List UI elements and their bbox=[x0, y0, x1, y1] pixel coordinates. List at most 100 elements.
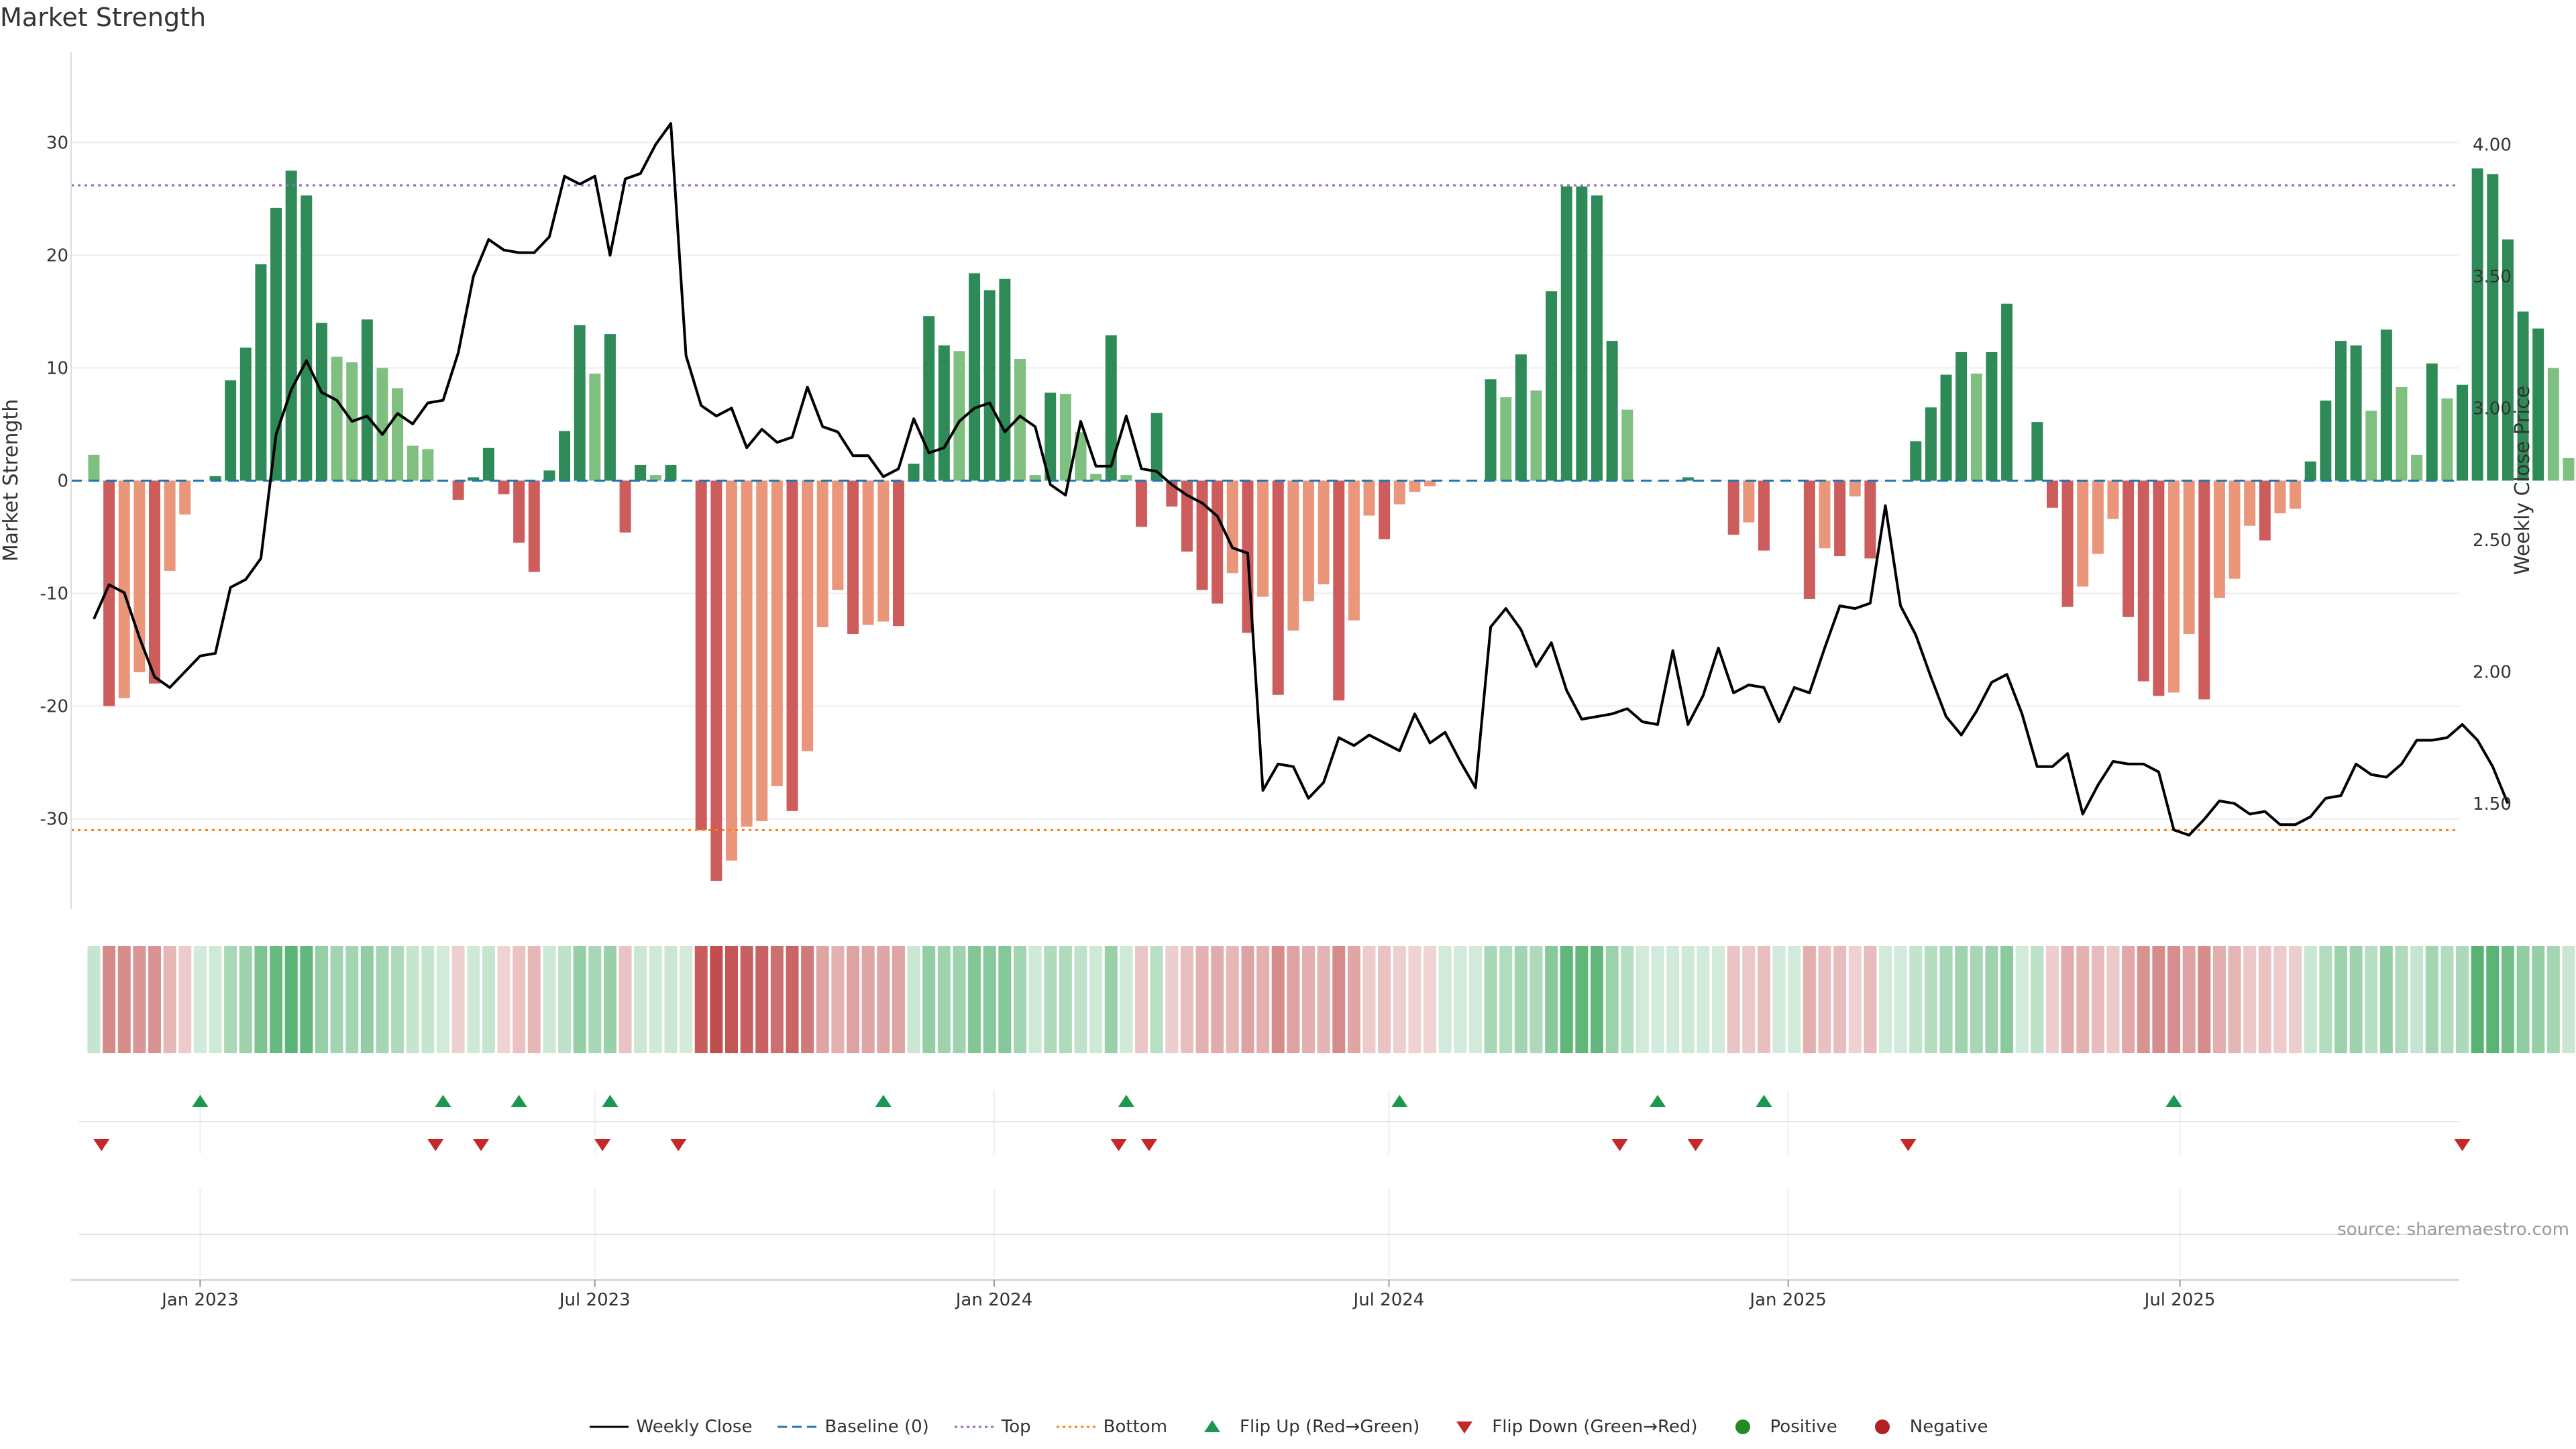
heat-cell bbox=[1985, 946, 1998, 1053]
strength-bar bbox=[1181, 480, 1193, 552]
heat-cell bbox=[770, 946, 784, 1053]
y-tick-label: -30 bbox=[40, 810, 68, 830]
heat-cell bbox=[2167, 946, 2181, 1053]
heat-cell bbox=[1939, 946, 1953, 1053]
heat-cell bbox=[710, 946, 723, 1053]
strength-bar bbox=[2244, 480, 2256, 526]
strength-bar bbox=[665, 464, 677, 481]
strength-bar bbox=[589, 373, 601, 481]
heat-cell bbox=[1697, 946, 1710, 1053]
flip-down-marker bbox=[670, 1139, 687, 1151]
strength-bar bbox=[969, 273, 981, 481]
heat-cell bbox=[406, 946, 419, 1053]
heat-cell bbox=[284, 946, 298, 1053]
strength-bar bbox=[2137, 480, 2149, 682]
heat-cell bbox=[1605, 946, 1619, 1053]
y-tick-label: 20 bbox=[46, 246, 68, 266]
strength-bar bbox=[301, 195, 313, 481]
strength-bar bbox=[983, 290, 996, 481]
y2-tick-label: 2.50 bbox=[2473, 531, 2512, 551]
legend-label: Negative bbox=[1909, 1417, 1988, 1437]
heat-cell bbox=[694, 946, 708, 1053]
heat-cell bbox=[2562, 946, 2575, 1053]
strength-bar bbox=[2290, 480, 2302, 509]
heat-cell bbox=[2106, 946, 2120, 1053]
strength-bar bbox=[1409, 480, 1421, 492]
flip-down-marker bbox=[1900, 1139, 1917, 1151]
heat-cell bbox=[224, 946, 237, 1053]
flip-down-marker bbox=[1611, 1139, 1628, 1151]
strength-bar bbox=[741, 480, 753, 827]
heat-cell bbox=[1970, 946, 1983, 1053]
heat-cell bbox=[1241, 946, 1254, 1053]
legend-swatch bbox=[1456, 1421, 1473, 1434]
heat-cell bbox=[451, 946, 465, 1053]
strength-bar bbox=[498, 480, 510, 494]
strength-bar bbox=[1379, 480, 1391, 539]
legend-swatch bbox=[954, 1426, 994, 1428]
heat-cell bbox=[1059, 946, 1072, 1053]
strength-bar bbox=[1515, 354, 1527, 481]
heat-cell bbox=[360, 946, 374, 1053]
heat-cell bbox=[1347, 946, 1360, 1053]
heat-cell bbox=[1165, 946, 1179, 1053]
heat-cell bbox=[1317, 946, 1330, 1053]
heat-cell bbox=[1788, 946, 1801, 1053]
legend-label: Bottom bbox=[1103, 1417, 1168, 1437]
strength-bar bbox=[2031, 422, 2043, 481]
heat-cell bbox=[1393, 946, 1406, 1053]
strength-bars bbox=[88, 168, 2575, 881]
weekly-close-line bbox=[93, 122, 2510, 837]
strength-bar bbox=[2517, 311, 2529, 481]
x-axis: Jan 2023 Jul 2023 Jan 2024 Jul 2024 Jan 2025… bbox=[71, 1279, 2459, 1310]
strength-bar bbox=[1834, 480, 1846, 557]
strength-bar bbox=[1621, 409, 1633, 481]
heat-cell bbox=[1864, 946, 1877, 1053]
heat-cell bbox=[1635, 946, 1649, 1053]
heat-cell bbox=[1757, 946, 1770, 1053]
strength-bar bbox=[1212, 480, 1224, 604]
legend-item-baseline: Baseline (0) bbox=[776, 1417, 929, 1437]
heat-cell bbox=[861, 946, 875, 1053]
strength-bar bbox=[164, 480, 176, 571]
strength-bar bbox=[331, 356, 343, 481]
heat-cell bbox=[724, 946, 738, 1053]
heat-cell bbox=[315, 946, 328, 1053]
strength-bar bbox=[2168, 480, 2180, 693]
strength-bar bbox=[543, 470, 555, 481]
heat-cell bbox=[1803, 946, 1816, 1053]
heat-cell bbox=[1211, 946, 1224, 1053]
strength-bar bbox=[1303, 480, 1314, 602]
heat-cell bbox=[1727, 946, 1740, 1053]
heat-cell bbox=[1013, 946, 1026, 1053]
heat-cell bbox=[619, 946, 632, 1053]
heat-cell bbox=[1955, 946, 1968, 1053]
legend-item-flip_down: Flip Down (Green→Red) bbox=[1444, 1417, 1698, 1437]
strength-bar bbox=[1591, 195, 1603, 481]
strength-bar bbox=[376, 368, 388, 481]
strength-bar bbox=[953, 351, 965, 481]
strength-bar bbox=[2396, 387, 2408, 481]
heat-cell bbox=[1894, 946, 1907, 1053]
heat-cell bbox=[983, 946, 996, 1053]
heat-cell bbox=[2031, 946, 2044, 1053]
legend-label: Flip Up (Red→Green) bbox=[1240, 1417, 1420, 1437]
heat-cell bbox=[391, 946, 405, 1053]
heat-cell bbox=[148, 946, 161, 1053]
x-tick-label: Jan 2023 bbox=[160, 1290, 239, 1310]
heat-cell bbox=[482, 946, 495, 1053]
strength-bar bbox=[2107, 480, 2119, 519]
source-note: source: sharemaestro.com bbox=[2337, 1220, 2569, 1240]
strength-bar bbox=[315, 323, 327, 481]
heat-cell bbox=[1378, 946, 1391, 1053]
heat-cell bbox=[2456, 946, 2469, 1053]
strength-bar bbox=[1803, 480, 1815, 599]
weekly-close-polyline bbox=[93, 122, 2510, 837]
y2-tick-label: 3.00 bbox=[2473, 398, 2512, 419]
legend-swatch bbox=[1056, 1426, 1095, 1428]
legend: Weekly Close Baseline (0) Top Bottom Flip Up… bbox=[0, 1417, 2576, 1437]
heat-cell bbox=[1226, 946, 1239, 1053]
heat-cell bbox=[847, 946, 860, 1053]
heat-cell bbox=[2045, 946, 2059, 1053]
flip-up-marker bbox=[192, 1095, 209, 1107]
